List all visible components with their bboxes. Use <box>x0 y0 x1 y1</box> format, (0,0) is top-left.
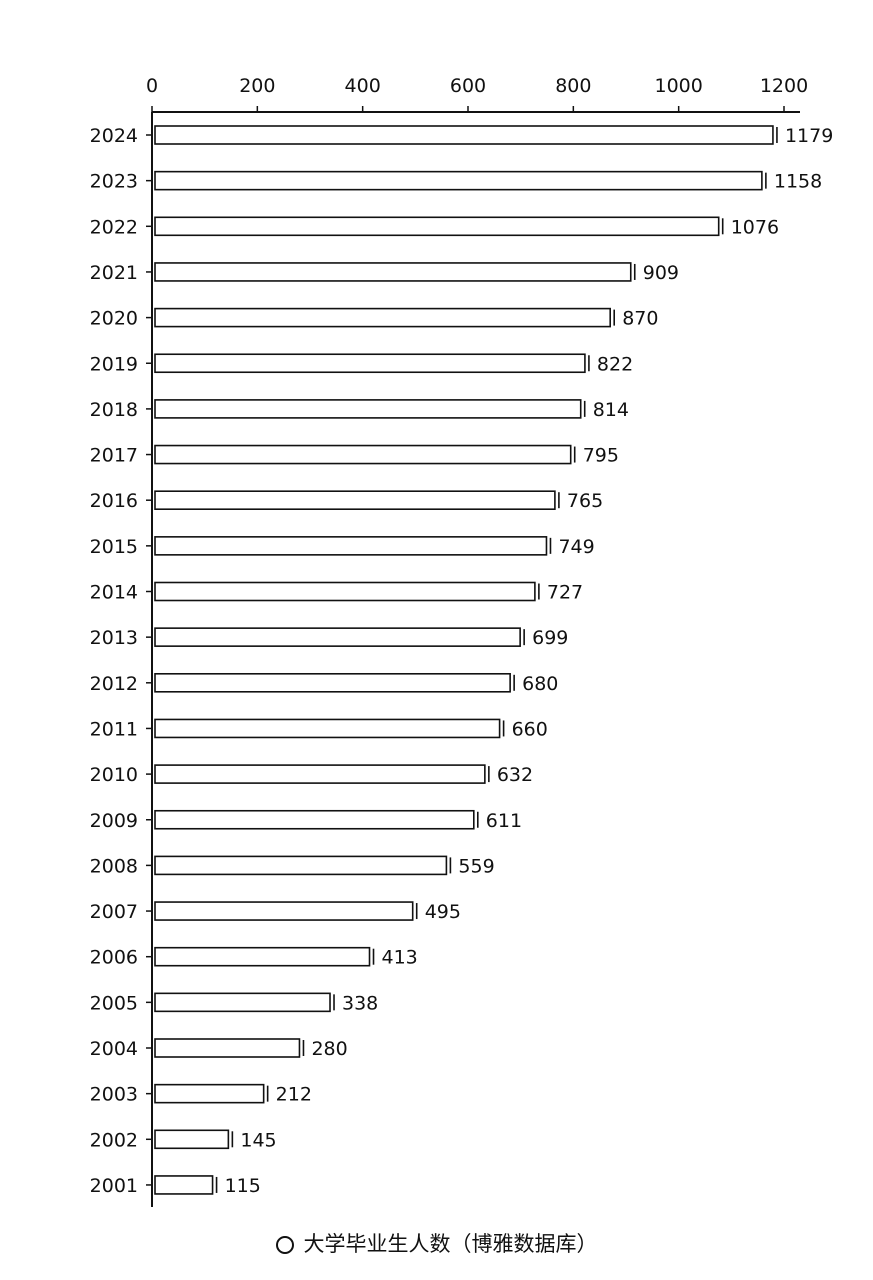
chart-caption: 大学毕业生人数（博雅数据库） <box>0 1228 873 1258</box>
bar <box>154 490 556 511</box>
category-label: 2008 <box>90 855 138 877</box>
data-label: 338 <box>342 992 378 1014</box>
category-label: 2005 <box>90 992 138 1014</box>
category-label: 2012 <box>90 673 138 695</box>
bar <box>154 946 371 967</box>
category-label: 2016 <box>90 490 138 512</box>
bar <box>154 901 414 921</box>
data-label: 680 <box>522 673 558 695</box>
category-label: 2004 <box>90 1038 138 1060</box>
bar <box>154 262 632 282</box>
category-label: 2011 <box>90 718 138 740</box>
data-label: 660 <box>512 718 548 740</box>
category-label: 2022 <box>90 216 138 238</box>
category-label: 2014 <box>90 582 138 604</box>
bars-group: 1179 1158 1076 909 870 822 814 795 765 749 727 699 6… <box>154 125 833 1197</box>
bar <box>154 1038 301 1058</box>
bar <box>154 353 586 374</box>
bar <box>154 855 448 876</box>
data-label: 212 <box>276 1084 312 1106</box>
data-label: 1076 <box>731 216 779 238</box>
data-label: 280 <box>311 1038 347 1060</box>
bar <box>154 992 331 1013</box>
caption-text: 大学毕业生人数（博雅数据库） <box>303 1232 598 1256</box>
bar <box>154 399 582 419</box>
data-label: 145 <box>240 1129 276 1151</box>
data-label: 909 <box>643 262 679 284</box>
bar <box>154 809 475 830</box>
x-tick-label: 1200 <box>760 75 808 97</box>
category-label: 2009 <box>90 810 138 832</box>
data-label: 632 <box>497 764 533 786</box>
data-label: 795 <box>583 445 619 467</box>
bar <box>154 718 501 739</box>
data-label: 814 <box>593 399 629 421</box>
bar <box>154 581 536 602</box>
bar <box>154 536 548 556</box>
category-label: 2021 <box>90 262 138 284</box>
category-label: 2006 <box>90 947 138 969</box>
bar <box>154 125 774 145</box>
data-label: 611 <box>486 810 522 832</box>
data-label: 559 <box>458 855 494 877</box>
data-label: 1179 <box>785 125 833 147</box>
category-label: 2024 <box>90 125 138 147</box>
bar <box>154 672 511 693</box>
category-label: 2015 <box>90 536 138 558</box>
category-label: 2017 <box>90 445 138 467</box>
category-label: 2010 <box>90 764 138 786</box>
data-label: 699 <box>532 627 568 649</box>
data-label: 765 <box>567 490 603 512</box>
y-axis: 2024 2023 2022 2021 2020 2019 2018 2017 2016 2015… <box>90 112 153 1207</box>
bar <box>154 764 486 784</box>
category-label: 2019 <box>90 353 138 375</box>
data-label: 1158 <box>774 171 822 193</box>
x-tick-label: 0 <box>146 75 158 97</box>
category-label: 2007 <box>90 901 138 923</box>
category-label: 2018 <box>90 399 138 421</box>
bar <box>154 1175 214 1195</box>
circle-icon <box>275 1236 294 1254</box>
category-label: 2020 <box>90 308 138 330</box>
data-label: 727 <box>547 582 583 604</box>
category-label: 2023 <box>90 171 138 193</box>
x-tick-label: 400 <box>345 75 381 97</box>
data-label: 870 <box>622 308 658 330</box>
bar <box>154 1129 230 1150</box>
bar <box>154 627 521 647</box>
bar <box>154 1083 265 1104</box>
x-tick-label: 200 <box>239 75 275 97</box>
category-label: 2002 <box>90 1129 138 1151</box>
x-tick-label: 800 <box>555 75 591 97</box>
bar <box>154 170 763 191</box>
bar <box>154 307 612 328</box>
bar <box>154 444 572 465</box>
data-label: 495 <box>425 901 461 923</box>
x-tick-label: 600 <box>450 75 486 97</box>
x-axis: 0 200 400 600 800 1000 1200 <box>146 75 808 113</box>
data-label: 115 <box>225 1175 261 1197</box>
data-label: 822 <box>597 353 633 375</box>
data-label: 413 <box>382 947 418 969</box>
category-label: 2003 <box>90 1084 138 1106</box>
data-label: 749 <box>558 536 594 558</box>
category-label: 2001 <box>90 1175 138 1197</box>
category-label: 2013 <box>90 627 138 649</box>
x-tick-label: 1000 <box>654 75 702 97</box>
bar <box>154 216 720 237</box>
